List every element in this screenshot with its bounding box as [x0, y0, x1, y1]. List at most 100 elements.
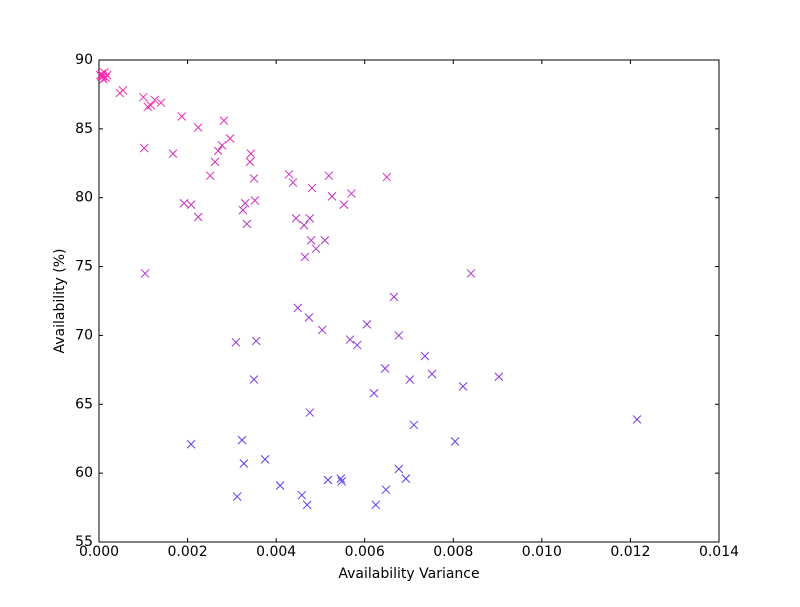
point	[96, 72, 106, 81]
x-tick-label: 0.006	[345, 544, 385, 560]
point	[324, 171, 334, 181]
point	[177, 112, 187, 121]
point	[242, 219, 252, 229]
point	[304, 313, 314, 322]
point	[380, 364, 390, 373]
x-axis-label: Availability Variance	[338, 566, 479, 582]
point	[305, 408, 315, 417]
x-tick-label: 0.002	[168, 544, 208, 560]
point	[217, 141, 227, 150]
point	[249, 174, 259, 183]
point	[369, 388, 379, 398]
point	[336, 474, 346, 484]
y-tick-label: 75	[75, 259, 93, 275]
point	[381, 485, 391, 495]
point	[299, 220, 309, 230]
point	[382, 172, 392, 182]
point	[420, 351, 430, 361]
point	[260, 455, 270, 464]
point	[300, 252, 310, 262]
point	[138, 92, 148, 102]
point	[311, 244, 321, 254]
point	[401, 474, 411, 484]
point	[323, 475, 333, 485]
y-tick-label: 65	[75, 396, 93, 412]
point	[239, 459, 249, 468]
point	[427, 369, 437, 379]
x-tick-label: 0.014	[699, 544, 739, 560]
point	[291, 214, 301, 223]
point	[245, 157, 255, 167]
point	[186, 439, 196, 449]
x-tick-label: 0.008	[433, 544, 473, 560]
point	[240, 198, 250, 208]
point	[237, 435, 247, 445]
point	[168, 149, 178, 158]
y-tick-label: 60	[75, 465, 93, 481]
point	[246, 149, 256, 158]
point	[284, 169, 294, 179]
point	[317, 325, 327, 335]
point	[327, 191, 337, 201]
x-tick-label: 0.000	[79, 544, 119, 560]
point	[193, 212, 203, 222]
point	[347, 189, 356, 198]
y-tick-label: 70	[75, 327, 93, 343]
point	[362, 320, 372, 329]
point	[250, 196, 260, 205]
point	[213, 146, 223, 156]
point	[394, 464, 404, 474]
x-tick-label: 0.010	[522, 544, 562, 560]
y-tick-label: 90	[75, 52, 93, 68]
point	[118, 85, 128, 95]
point	[458, 382, 468, 391]
point	[320, 236, 330, 245]
point	[494, 372, 504, 382]
point	[139, 143, 149, 153]
point	[193, 123, 203, 132]
x-tick-label: 0.004	[256, 544, 296, 560]
point	[288, 178, 298, 187]
point	[156, 98, 166, 108]
point	[225, 134, 235, 143]
point	[275, 481, 285, 490]
point	[297, 490, 307, 500]
point	[150, 95, 160, 105]
point	[231, 337, 241, 347]
y-tick-label: 80	[75, 190, 93, 206]
point	[339, 200, 349, 209]
point	[302, 500, 312, 510]
point	[179, 198, 189, 208]
point	[307, 183, 317, 193]
point	[450, 437, 460, 446]
point	[409, 420, 419, 430]
y-tick-label: 55	[75, 534, 93, 550]
point	[405, 375, 415, 384]
plot-area	[98, 59, 720, 543]
point	[238, 205, 248, 215]
point	[371, 500, 381, 510]
point	[389, 292, 399, 302]
point	[352, 340, 362, 350]
point	[249, 375, 259, 384]
point	[306, 236, 316, 245]
x-tick-label: 0.012	[610, 544, 650, 560]
point	[293, 303, 303, 313]
y-axis-label: Availability (%)	[52, 249, 68, 354]
point	[345, 335, 355, 344]
point	[205, 171, 215, 181]
point	[337, 477, 347, 486]
point	[232, 492, 242, 501]
point	[251, 336, 261, 346]
point	[143, 102, 153, 112]
point	[210, 157, 220, 167]
point	[146, 101, 156, 110]
y-tick-label: 85	[75, 121, 93, 137]
point	[394, 331, 404, 340]
point	[140, 269, 150, 278]
point	[466, 269, 476, 278]
point	[219, 116, 229, 125]
point	[186, 200, 196, 209]
point	[632, 415, 642, 424]
